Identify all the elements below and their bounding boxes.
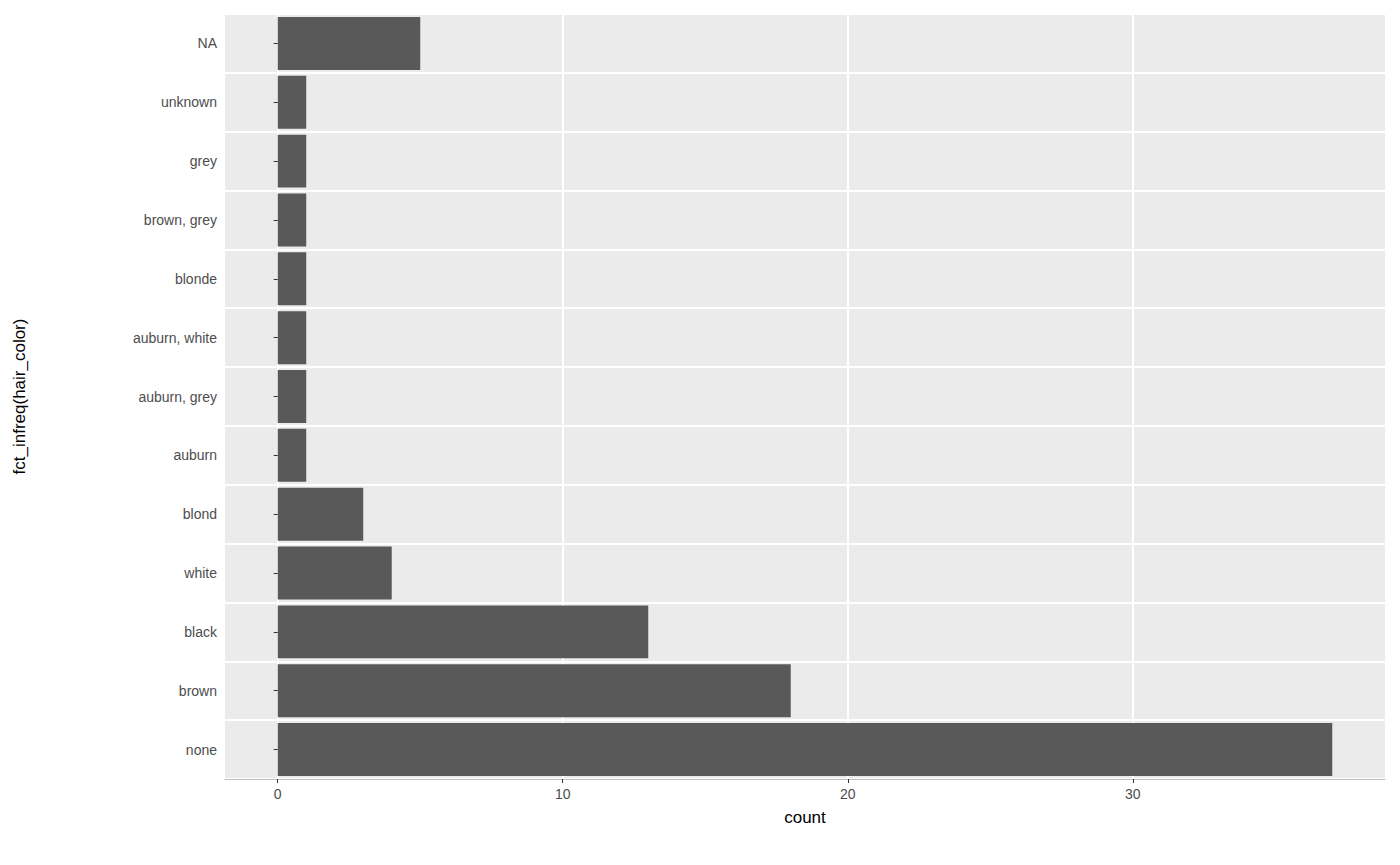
svg-text:30: 30: [1125, 786, 1141, 802]
svg-text:20: 20: [840, 786, 856, 802]
svg-text:auburn: auburn: [173, 447, 217, 463]
svg-text:fct_infreq(hair_color): fct_infreq(hair_color): [10, 319, 29, 475]
svg-text:white: white: [183, 565, 217, 581]
svg-text:NA: NA: [198, 35, 218, 51]
svg-text:count: count: [784, 808, 826, 827]
svg-text:black: black: [184, 624, 218, 640]
svg-text:brown, grey: brown, grey: [144, 212, 217, 228]
svg-text:auburn, white: auburn, white: [133, 330, 217, 346]
svg-text:blond: blond: [183, 506, 217, 522]
svg-text:blonde: blonde: [175, 271, 217, 287]
svg-text:auburn, grey: auburn, grey: [138, 389, 217, 405]
svg-text:10: 10: [555, 786, 571, 802]
svg-text:none: none: [186, 742, 217, 758]
svg-text:brown: brown: [179, 683, 217, 699]
svg-text:unknown: unknown: [161, 94, 217, 110]
svg-text:0: 0: [274, 786, 282, 802]
svg-text:grey: grey: [190, 153, 217, 169]
